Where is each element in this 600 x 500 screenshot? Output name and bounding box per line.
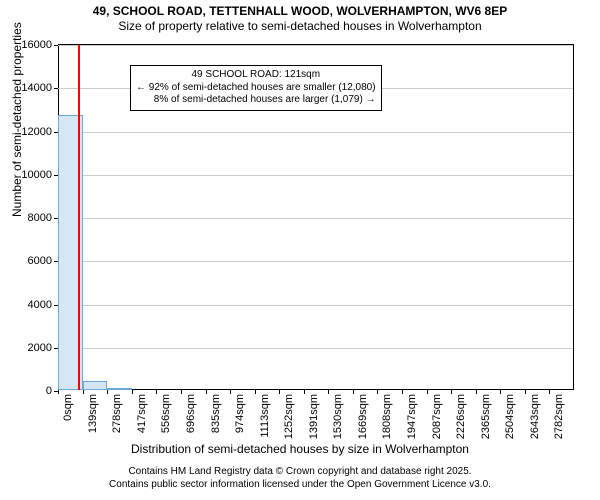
annotation-box: 49 SCHOOL ROAD: 121sqm← 92% of semi-deta… [130,65,382,111]
x-tick-label: 2643sqm [529,394,541,439]
gridline [58,305,573,306]
y-tick-mark [54,45,58,46]
x-axis-title: Distribution of semi-detached houses by … [0,442,600,456]
gridline [58,132,573,133]
x-tick-label: 974sqm [234,394,246,433]
x-tick-mark [476,390,477,394]
annotation-header: 49 SCHOOL ROAD: 121sqm [136,69,376,82]
y-tick-label: 2000 [28,342,52,354]
x-tick-label: 0sqm [62,394,74,421]
plot-area: 02000400060008000100001200014000160000sq… [58,44,574,390]
y-tick-label: 14000 [21,82,52,94]
title-address: 49, SCHOOL ROAD, TETTENHALL WOOD, WOLVER… [0,4,600,18]
x-tick-label: 556sqm [160,394,172,433]
x-tick-mark [402,390,403,394]
y-tick-label: 16000 [21,39,52,51]
annotation-line-smaller: ← 92% of semi-detached houses are smalle… [136,82,376,95]
x-tick-mark [500,390,501,394]
x-tick-label: 1947sqm [406,394,418,439]
x-tick-mark [451,390,452,394]
x-tick-mark [427,390,428,394]
y-tick-label: 6000 [28,255,52,267]
y-tick-label: 8000 [28,212,52,224]
x-tick-mark [58,390,59,394]
chart-container: 49, SCHOOL ROAD, TETTENHALL WOOD, WOLVER… [0,0,600,500]
x-tick-label: 1113sqm [259,394,271,438]
x-tick-label: 2504sqm [504,394,516,439]
y-tick-mark [54,88,58,89]
histogram-bar [107,388,132,390]
x-tick-mark [107,390,108,394]
gridline [58,348,573,349]
x-tick-mark [255,390,256,394]
x-tick-mark [132,390,133,394]
footer-copyright-1: Contains HM Land Registry data © Crown c… [0,466,600,478]
x-tick-mark [549,390,550,394]
histogram-bar [83,381,108,390]
x-tick-mark [181,390,182,394]
x-tick-mark [83,390,84,394]
x-tick-mark [230,390,231,394]
x-tick-label: 1391sqm [308,394,320,439]
y-tick-label: 4000 [28,299,52,311]
x-tick-mark [353,390,354,394]
gridline [58,45,573,46]
property-marker-line [78,45,80,390]
x-tick-label: 835sqm [210,394,222,433]
y-tick-label: 0 [46,385,52,397]
x-tick-label: 139sqm [87,394,99,433]
x-tick-label: 696sqm [185,394,197,433]
x-tick-label: 2365sqm [480,394,492,439]
gridline [58,218,573,219]
x-tick-label: 2226sqm [455,394,467,439]
x-tick-label: 417sqm [136,394,148,433]
x-tick-label: 278sqm [111,394,123,433]
x-tick-mark [377,390,378,394]
y-axis-title: Number of semi-detached properties [10,22,24,217]
x-tick-mark [304,390,305,394]
x-tick-label: 1669sqm [357,394,369,439]
gridline [58,175,573,176]
x-tick-mark [525,390,526,394]
title-block: 49, SCHOOL ROAD, TETTENHALL WOOD, WOLVER… [0,0,600,33]
x-tick-label: 1252sqm [283,394,295,439]
footer-copyright-2: Contains public sector information licen… [0,479,600,491]
x-tick-label: 1808sqm [381,394,393,439]
x-tick-label: 2087sqm [431,394,443,439]
x-tick-mark [156,390,157,394]
x-axis-line [58,389,573,390]
x-tick-mark [328,390,329,394]
title-subtitle: Size of property relative to semi-detach… [0,19,600,33]
gridline [58,261,573,262]
y-tick-label: 12000 [21,126,52,138]
x-tick-label: 1530sqm [332,394,344,439]
plot-inner: 02000400060008000100001200014000160000sq… [58,44,574,390]
x-tick-mark [206,390,207,394]
x-tick-label: 2782sqm [553,394,565,439]
x-tick-mark [279,390,280,394]
y-tick-label: 10000 [21,169,52,181]
annotation-line-larger: 8% of semi-detached houses are larger (1… [136,94,376,107]
